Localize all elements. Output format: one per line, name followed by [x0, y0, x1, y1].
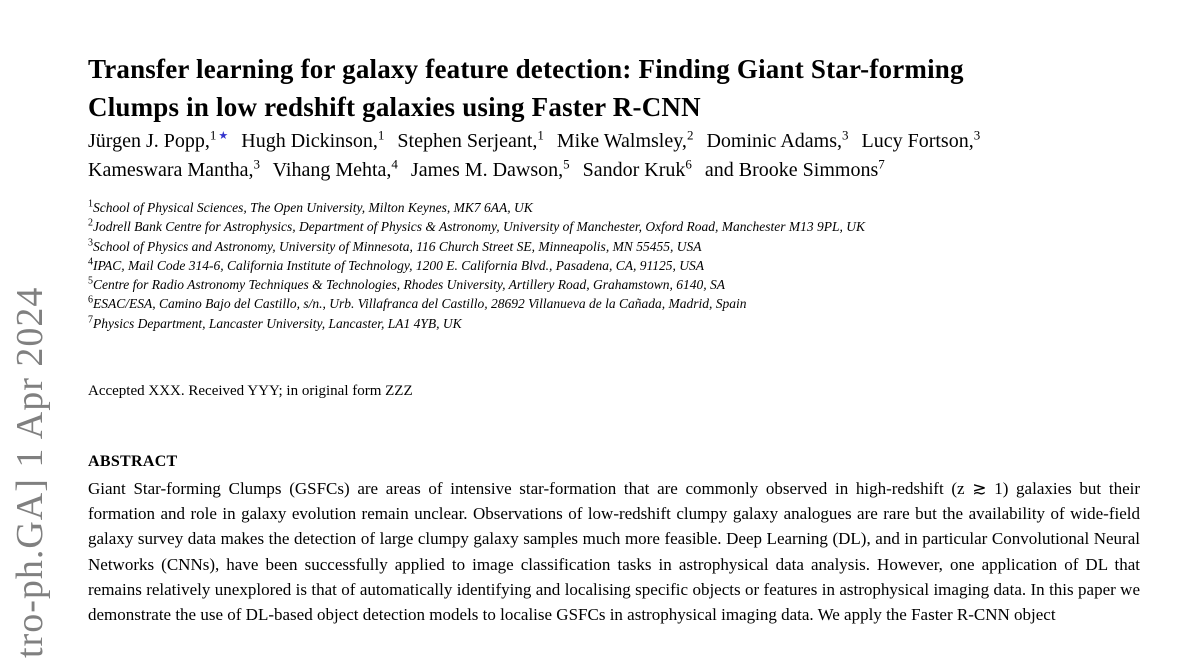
author-affiliation-superscript: 1	[209, 127, 217, 143]
author-affiliation-superscript: 1	[537, 127, 544, 143]
affiliation-line: 6ESAC/ESA, Camino Bajo del Castillo, s/n…	[88, 294, 865, 313]
author-list-line1: Jürgen J. Popp,1 ★ Hugh Dickinson,1 Steph…	[88, 127, 980, 156]
affiliation-line: 1School of Physical Sciences, The Open U…	[88, 198, 865, 217]
affiliation-superscript: 1	[88, 198, 93, 210]
affiliation-superscript: 2	[88, 217, 93, 229]
affiliation-text: ESAC/ESA, Camino Bajo del Castillo, s/n.…	[93, 296, 747, 312]
author-name: Lucy Fortson,	[861, 130, 974, 152]
author: and Brooke Simmons7	[704, 156, 885, 181]
author: Vihang Mehta,4	[272, 156, 398, 181]
affiliation-text: IPAC, Mail Code 314-6, California Instit…	[93, 257, 704, 273]
author-affiliation-superscript: 5	[563, 156, 570, 172]
author-name: Sandor Kruk	[582, 159, 686, 181]
author-affiliation-superscript: 1	[377, 127, 385, 143]
author-name: Jürgen J. Popp,	[88, 130, 210, 152]
affiliation-text: Jodrell Bank Centre for Astrophysics, De…	[93, 219, 866, 235]
author: Jürgen J. Popp,1 ★	[88, 127, 229, 152]
affiliation-superscript: 5	[88, 275, 93, 287]
author-affiliation-superscript: 4	[391, 156, 398, 172]
author-list: Jürgen J. Popp,1 ★ Hugh Dickinson,1 Steph…	[88, 127, 980, 185]
corresponding-author-star-icon: ★	[218, 130, 229, 143]
affiliation-text: Centre for Radio Astronomy Techniques & …	[93, 277, 725, 293]
affiliation-list: 1School of Physical Sciences, The Open U…	[88, 198, 865, 333]
author: Dominic Adams,3	[706, 127, 849, 152]
affiliation-superscript: 4	[88, 256, 93, 268]
author-name: Stephen Serjeant,	[397, 130, 538, 152]
author-name: Hugh Dickinson,	[241, 130, 378, 152]
author-affiliation-superscript: 2	[686, 127, 694, 143]
affiliation-superscript: 7	[88, 314, 93, 326]
author: James M. Dawson,5	[410, 156, 570, 181]
paper-title: Transfer learning for galaxy feature det…	[88, 50, 1148, 126]
author: Sandor Kruk6	[582, 156, 692, 181]
affiliation-superscript: 6	[88, 294, 93, 306]
author: Hugh Dickinson,1	[241, 127, 385, 152]
author-affiliation-superscript: 3	[841, 127, 849, 143]
arxiv-margin-banner: tro-ph.GA] 1 Apr 2024	[9, 286, 51, 658]
author: Stephen Serjeant,1	[397, 127, 544, 152]
abstract-text: Giant Star-forming Clumps (GSFCs) are ar…	[88, 479, 1140, 625]
dates-line: Accepted XXX. Received YYY; in original …	[88, 383, 413, 399]
author-name: James M. Dawson,	[410, 159, 564, 181]
author-name: Kameswara Mantha,	[88, 159, 254, 181]
affiliation-line: 4IPAC, Mail Code 314-6, California Insti…	[88, 256, 865, 275]
author-name: Vihang Mehta,	[272, 159, 392, 181]
author-affiliation-superscript: 3	[973, 127, 981, 143]
affiliation-text: School of Physical Sciences, The Open Un…	[93, 200, 533, 215]
paper-title-line2: Clumps in low redshift galaxies using Fa…	[88, 92, 701, 123]
affiliation-line: 2Jodrell Bank Centre for Astrophysics, D…	[88, 217, 865, 236]
author: Lucy Fortson,3	[861, 127, 981, 152]
author-affiliation-superscript: 7	[878, 156, 885, 172]
affiliation-line: 5Centre for Radio Astronomy Techniques &…	[88, 275, 865, 294]
author-affiliation-superscript: 3	[253, 156, 261, 172]
author-list-line2: Kameswara Mantha,3 Vihang Mehta,4 James …	[88, 156, 980, 185]
affiliation-text: Physics Department, Lancaster University…	[93, 315, 462, 331]
paper-title-line1: Transfer learning for galaxy feature det…	[88, 54, 964, 85]
affiliation-line: 3School of Physics and Astronomy, Univer…	[88, 237, 865, 256]
abstract-heading: ABSTRACT	[88, 453, 178, 470]
author: Kameswara Mantha,3	[88, 156, 261, 181]
affiliation-line: 7Physics Department, Lancaster Universit…	[88, 314, 865, 333]
author-name: Dominic Adams,	[706, 130, 842, 152]
author-name: Mike Walmsley,	[556, 130, 687, 152]
affiliation-superscript: 3	[88, 237, 93, 249]
author-name: and Brooke Simmons	[704, 159, 879, 181]
author-affiliation-superscript: 6	[685, 156, 692, 172]
author: Mike Walmsley,2	[556, 127, 694, 152]
affiliation-text: School of Physics and Astronomy, Univers…	[93, 238, 702, 254]
